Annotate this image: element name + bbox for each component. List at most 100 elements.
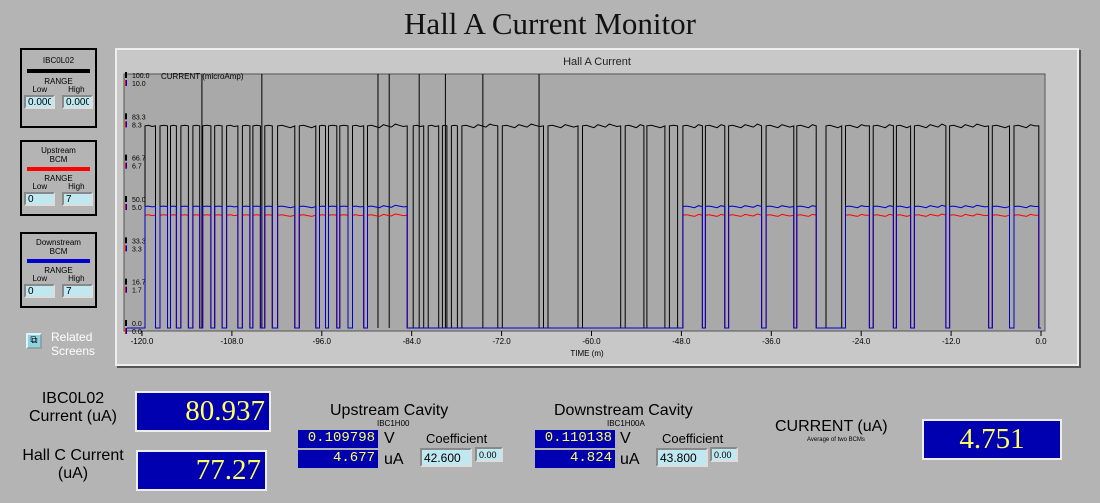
y-tick-marker-blue [126, 162, 127, 169]
y-tick-marker-red [125, 204, 126, 210]
upstream-volts-value: 0.109798 [298, 430, 378, 448]
y-tick-label-black: 66.7 [132, 156, 146, 163]
y-tick-marker-blue [126, 286, 127, 293]
x-tick-label: -72.0 [492, 337, 511, 346]
upstream-coefficient-label: Coefficient [426, 431, 488, 446]
legend-downstream-bcm: Downstream BCM RANGE Low High [20, 232, 97, 308]
y-tick-marker-black [125, 237, 127, 244]
ibc0l02-current-label: IBC0L02 Current (uA) [28, 390, 118, 425]
legend-name: Downstream BCM [36, 238, 81, 256]
upstream-volts-unit: V [384, 430, 395, 447]
x-tick-label: 0.0 [1035, 337, 1047, 346]
average-current-sublabel: Average of two BCMs [807, 437, 865, 443]
y-tick-marker-black [125, 320, 127, 326]
current-chart: Hall A Current CURRENT (microAmp) TIME (m)… [115, 48, 1079, 366]
y-tick-marker-blue [126, 204, 127, 210]
downstream-pv-label: IBC1H00A [607, 419, 645, 428]
legend-line [27, 69, 90, 73]
range-high-input[interactable] [62, 95, 93, 109]
x-tick-label: -96.0 [313, 337, 332, 346]
y-tick-marker-blue [126, 121, 127, 128]
y-tick-label-color: 1.7 [132, 288, 142, 295]
average-current-value: 4.751 [922, 419, 1062, 460]
legend-line [27, 167, 90, 171]
legend-name: Upstream BCM [41, 146, 76, 164]
downstream-coefficient-input[interactable] [656, 448, 708, 467]
y-tick-label-black: 50.0 [132, 197, 146, 204]
high-label: High [68, 274, 85, 283]
series-line-downstream-bcm [127, 204, 1041, 329]
y-tick-marker-blue [126, 245, 127, 252]
x-tick-label: -12.0 [942, 337, 961, 346]
upstream-offset-input[interactable] [475, 447, 503, 462]
downstream-cavity-title: Downstream Cavity [554, 402, 693, 419]
downstream-volts-value: 0.110138 [535, 430, 615, 448]
range-label: RANGE [44, 266, 73, 275]
range-low-input[interactable] [24, 192, 55, 206]
y-tick-marker-red [125, 286, 126, 293]
chart-svg: Hall A Current CURRENT (microAmp) TIME (m)… [123, 56, 1047, 358]
y-tick-label-color: 6.7 [132, 164, 142, 171]
x-tick-label: -84.0 [403, 337, 422, 346]
low-label: Low [32, 182, 48, 191]
range-label: RANGE [44, 77, 73, 86]
legend-ibc0l02: IBC0L02 RANGE Low High [20, 48, 97, 128]
hallc-current-value: 77.27 [136, 450, 267, 491]
y-axis-label: CURRENT (microAmp) [161, 72, 244, 81]
windows-icon: ⧉ [30, 335, 38, 346]
low-label: Low [32, 274, 48, 283]
x-axis-label: TIME (m) [570, 349, 604, 358]
downstream-offset-input[interactable] [710, 447, 738, 462]
y-tick-label-color: 5.0 [132, 205, 142, 212]
y-tick-label-black: 33.3 [132, 238, 146, 245]
downstream-volts-unit: V [620, 430, 631, 447]
y-tick-marker-red [125, 245, 126, 252]
average-current-label: CURRENT (uA) [775, 418, 888, 435]
y-tick-marker-black [125, 196, 127, 202]
x-tick-label: -36.0 [762, 337, 781, 346]
legend-upstream-bcm: Upstream BCM RANGE Low High [20, 140, 97, 216]
y-tick-label-black: 83.3 [132, 114, 146, 121]
range-label: RANGE [44, 174, 73, 183]
downstream-coefficient-label: Coefficient [662, 431, 724, 446]
y-tick-marker-black [125, 113, 127, 120]
ibc0l02-current-value: 80.937 [135, 391, 271, 432]
y-tick-label-color: 10.0 [132, 81, 146, 88]
downstream-current-value: 4.824 [535, 450, 615, 468]
y-tick-marker-blue [126, 328, 127, 334]
y-tick-marker-red [125, 121, 126, 128]
y-tick-marker-red [125, 80, 126, 86]
y-tick-marker-red [125, 328, 126, 334]
y-tick-label-color: 0.0 [132, 329, 142, 336]
low-label: Low [32, 85, 48, 94]
page-title: Hall A Current Monitor [404, 6, 696, 41]
upstream-current-unit: uA [384, 451, 404, 468]
x-tick-label: -120.0 [131, 337, 154, 346]
y-tick-label-color: 3.3 [132, 246, 142, 253]
y-tick-marker-black [125, 72, 127, 78]
high-label: High [68, 85, 85, 94]
legend-line [27, 259, 90, 263]
upstream-cavity-title: Upstream Cavity [330, 402, 449, 419]
range-low-input[interactable] [24, 95, 55, 109]
upstream-coefficient-input[interactable] [420, 448, 472, 467]
y-tick-label-black: 16.7 [132, 280, 146, 287]
y-tick-label-black: 0.0 [132, 321, 142, 328]
high-label: High [68, 182, 85, 191]
hallc-current-label: Hall C Current (uA) [22, 447, 124, 482]
upstream-current-value: 4.677 [298, 450, 378, 468]
y-tick-marker-black [125, 154, 127, 161]
related-screens-label: Related Screens [51, 330, 96, 358]
y-tick-marker-black [125, 278, 127, 285]
legend-name: IBC0L02 [42, 56, 75, 65]
range-low-input[interactable] [24, 284, 55, 298]
upstream-pv-label: IBC1H00 [377, 419, 410, 428]
y-tick-marker-red [125, 162, 126, 169]
y-tick-marker-blue [126, 80, 127, 86]
range-high-input[interactable] [62, 192, 93, 206]
related-screens-button[interactable]: ⧉ [26, 333, 42, 349]
y-tick-label-color: 8.3 [132, 122, 142, 129]
x-tick-label: -60.0 [582, 337, 601, 346]
range-high-input[interactable] [62, 284, 93, 298]
y-tick-label-black: 100.0 [132, 73, 150, 80]
